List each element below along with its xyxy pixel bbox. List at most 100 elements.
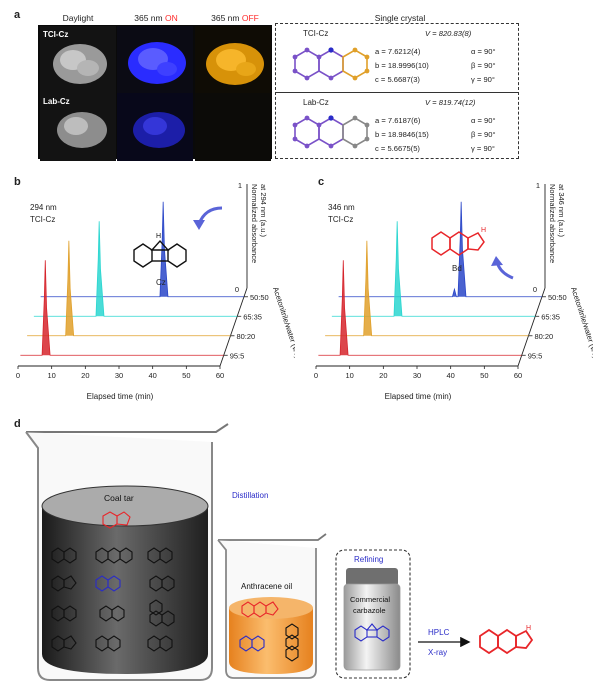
photo-lab-daylight	[40, 93, 116, 161]
lab-b: b = 18.9846(15)	[375, 130, 429, 139]
x-tick-label: 60	[514, 371, 522, 380]
x-tick-label: 40	[446, 371, 454, 380]
z-tick-label: 95:5	[528, 351, 543, 360]
molecule-row-2	[51, 575, 175, 592]
lab-beta: β = 90°	[471, 130, 496, 139]
coal-tar-beaker: Coal tar	[25, 423, 229, 681]
z-axis	[219, 287, 248, 367]
tci-c: c = 5.6687(3)	[375, 75, 420, 84]
nh-label: H	[481, 227, 486, 234]
crystal-divider	[275, 92, 519, 93]
molecule-row-3	[51, 599, 175, 627]
z-tick-label: 80:20	[534, 332, 553, 341]
series-trace-50:50	[338, 201, 542, 298]
photo-tci-365-off	[195, 26, 271, 94]
series-trace-95:5	[20, 260, 224, 356]
lab-volume: V = 819.74(12)	[425, 98, 476, 107]
z-tick-label: 65:35	[243, 312, 262, 321]
benzindole-structure	[431, 231, 485, 256]
nh-label: H	[156, 233, 161, 240]
lab-gamma: γ = 90°	[471, 144, 495, 153]
x-tick-label: 40	[148, 371, 156, 380]
photo-lab-365-on	[117, 93, 193, 161]
series-trace-50:50	[40, 201, 244, 298]
z-axis	[517, 287, 546, 367]
y-tick-0: 0	[533, 285, 537, 294]
carbazole-label: carbazole	[353, 606, 386, 615]
panel-a-label: a	[14, 9, 21, 21]
series-trace-80:20	[27, 240, 231, 337]
z-ticks: 50:50 65:35 80:20 95:5	[223, 293, 269, 360]
crystal-box	[275, 23, 519, 159]
photo-tci-daylight	[40, 26, 116, 94]
series-trace-65:35	[33, 221, 238, 317]
x-tick-label: 0	[16, 371, 20, 380]
x-axis-label: Elapsed time (min)	[385, 392, 452, 401]
x-tick-label: 10	[47, 371, 55, 380]
tci-crystal-structure	[292, 47, 370, 81]
tci-crystal-name: TCI-Cz	[303, 29, 329, 38]
refining-label: Refining	[354, 555, 383, 564]
panel-d-label: d	[14, 418, 21, 430]
anthracene-oil-beaker: Anthracene oil	[217, 533, 327, 679]
carbazole-jar: Commercial carbazole	[343, 568, 401, 671]
x-tick-label: 60	[216, 371, 224, 380]
y-axis-label-1: Normalized absorbance	[548, 184, 557, 263]
series-trace-65:35	[331, 221, 536, 317]
tci-gamma: γ = 90°	[471, 75, 495, 84]
benzindole-product	[479, 628, 534, 655]
tci-alpha: α = 90°	[471, 47, 496, 56]
y-axis-label-1: Normalized absorbance	[250, 184, 259, 263]
traces	[20, 201, 244, 356]
x-tick-label: 20	[81, 371, 89, 380]
y-axis-label-2: at 294 nm (a.u.)	[259, 184, 268, 237]
z-tick-label: 50:50	[548, 293, 567, 302]
row-label-tci: TCI-Cz	[43, 30, 69, 39]
x-axis-label: Elapsed time (min)	[87, 392, 154, 401]
panel-c-label: c	[318, 176, 325, 188]
z-axis-label: Acetonitrile/water (v/v)	[271, 286, 295, 360]
molecule-label: Cz	[156, 278, 166, 287]
x-tick-label: 20	[379, 371, 387, 380]
header-365-off: 365 nm OFF	[211, 13, 259, 23]
traces	[318, 201, 542, 356]
anthracene-oil-label: Anthracene oil	[241, 582, 292, 591]
x-tick-label: 50	[182, 371, 190, 380]
lab-a: a = 7.6187(6)	[375, 116, 421, 125]
tci-a: a = 7.6212(4)	[375, 47, 421, 56]
tci-b: b = 18.9996(10)	[375, 61, 429, 70]
lab-c: c = 5.6675(5)	[375, 144, 420, 153]
lab-crystal-structure	[292, 115, 370, 149]
carbazole-structure	[133, 239, 187, 268]
xray-label: X-ray	[428, 648, 447, 657]
x-ticks: 0 10 20 30 40 50 60	[314, 366, 522, 380]
molecule-label: Bd	[452, 264, 462, 273]
row-label-lab: Lab-Cz	[43, 97, 70, 106]
series-trace-95:5	[318, 260, 522, 356]
refining-box	[335, 549, 411, 679]
sample-label: TCI-Cz	[30, 215, 55, 224]
sample-label: TCI-Cz	[328, 215, 353, 224]
z-tick-label: 50:50	[250, 293, 269, 302]
tci-beta: β = 90°	[471, 61, 496, 70]
x-tick-label: 30	[115, 371, 123, 380]
series-trace-80:20	[325, 240, 529, 337]
lab-crystal-name: Lab-Cz	[303, 98, 329, 107]
z-tick-label: 95:5	[230, 351, 245, 360]
z-axis-label: Acetonitrile/water (v/v)	[569, 286, 593, 360]
photo-lab-365-off	[195, 93, 271, 161]
wavelength-label: 294 nm	[30, 203, 57, 212]
product-nh: H	[526, 625, 531, 632]
photo-tci-365-on	[117, 26, 193, 94]
x-tick-label: 0	[314, 371, 318, 380]
y-tick-1: 1	[536, 181, 540, 190]
panel-b-label: b	[14, 176, 21, 188]
molecule-row-1	[51, 547, 173, 564]
z-tick-label: 65:35	[541, 312, 560, 321]
tci-volume: V = 820.83(8)	[425, 29, 472, 38]
y-axis-label-2: at 346 nm (a.u.)	[557, 184, 566, 237]
lab-alpha: α = 90°	[471, 116, 496, 125]
hplc-label: HPLC	[428, 628, 450, 637]
